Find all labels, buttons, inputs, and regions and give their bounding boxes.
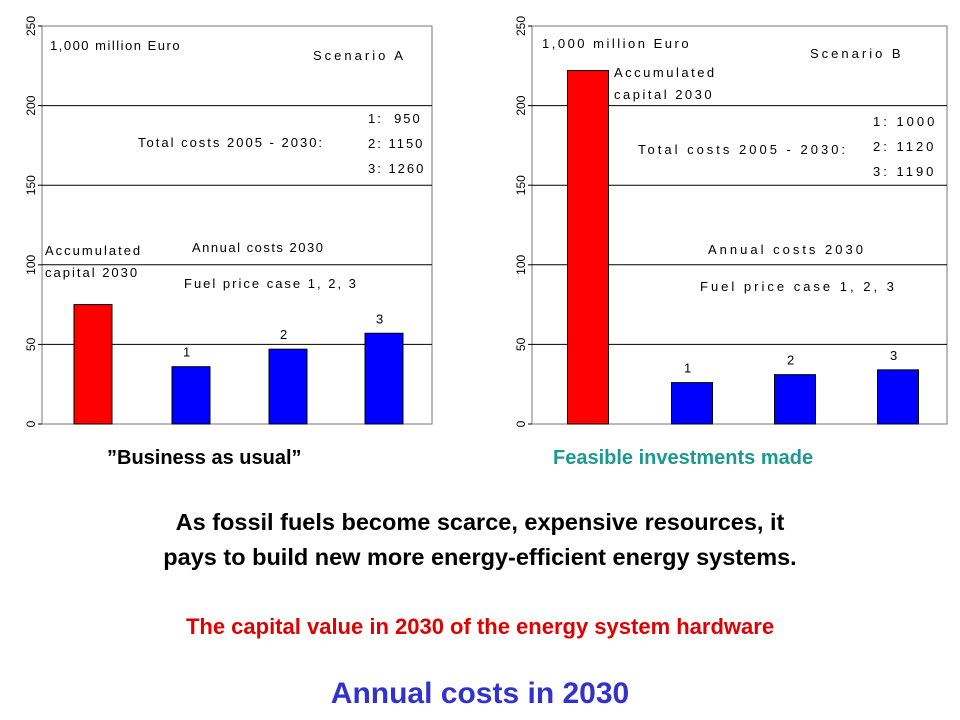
bar-case-3 (877, 369, 919, 425)
y-tick-label: 200 (24, 95, 38, 115)
bars (73, 304, 404, 425)
y-tick-labels: 0 50 100 150 200 250 (514, 16, 528, 428)
bar-label-1: 1 (684, 361, 691, 376)
caption-feasible-investments: Feasible investments made (553, 447, 814, 469)
units-label: 1,000 million Euro (50, 38, 181, 53)
y-tick-labels: 0 50 100 150 200 250 (24, 16, 38, 428)
total-cost-value-1: 1: 950 (368, 111, 422, 126)
headline-line-1: As fossil fuels become scarce, expensive… (175, 509, 785, 535)
total-cost-value-3: 3: 1260 (368, 161, 425, 176)
capital-label-line1: Accumulated (45, 243, 142, 258)
scenario-label: Scenario A (313, 48, 406, 63)
y-tick-label: 250 (514, 16, 528, 36)
bar-label-2: 2 (280, 327, 287, 342)
bar-case-3 (364, 332, 404, 425)
bar-labels: 1 2 3 (183, 311, 383, 359)
y-tick-label: 50 (24, 337, 38, 351)
bar-case-2 (268, 348, 308, 425)
total-costs-label: Total costs 2005 - 2030: (138, 135, 324, 150)
capital-value-caption: The capital value in 2030 of the energy … (185, 614, 775, 639)
capital-label-line2: capital 2030 (45, 265, 139, 280)
bar-case-2 (774, 374, 816, 425)
total-cost-value-3: 3: 1190 (873, 164, 936, 179)
y-tick-label: 150 (24, 175, 38, 195)
total-costs-label: Total costs 2005 - 2030: (638, 142, 848, 157)
y-tick-label: 100 (514, 254, 528, 274)
bar-label-3: 3 (376, 311, 383, 326)
total-cost-value-1: 1: 1000 (873, 114, 937, 129)
annual-costs-label: Annual costs 2030 (708, 242, 866, 257)
annual-costs-caption: Annual costs in 2030 (330, 677, 630, 710)
y-tick-label: 0 (514, 420, 528, 427)
bar-case-1 (171, 366, 211, 425)
y-tick-label: 250 (24, 16, 38, 36)
units-label: 1,000 million Euro (542, 36, 691, 51)
y-tick-label: 50 (514, 337, 528, 351)
bar-capital (73, 304, 113, 425)
y-tick-label: 150 (514, 175, 528, 195)
bar-labels: 1 2 3 (684, 348, 897, 376)
bars (567, 70, 919, 425)
bar-label-2: 2 (787, 353, 794, 368)
y-tick-label: 0 (24, 420, 38, 427)
chart-scenario-a: 0 50 100 150 200 250 1 2 3 1,000 million Euro S… (24, 16, 433, 428)
bar-capital (567, 70, 609, 425)
bar-label-3: 3 (890, 348, 897, 363)
capital-label-line1: Accumulated (614, 65, 717, 80)
fuel-price-label: Fuel price case 1, 2, 3 (700, 279, 897, 294)
bar-case-1 (671, 382, 713, 425)
headline: As fossil fuels become scarce, expensive… (0, 505, 960, 575)
caption-business-as-usual: ”Business as usual” (107, 447, 302, 469)
total-cost-value-2: 2: 1120 (873, 139, 936, 154)
fuel-price-label: Fuel price case 1, 2, 3 (184, 276, 358, 291)
chart-scenario-b: 0 50 100 150 200 250 1 2 3 1,000 million Euro S… (514, 16, 948, 428)
y-tick-label: 100 (24, 254, 38, 274)
capital-label-line2: capital 2030 (614, 87, 714, 102)
total-cost-value-2: 2: 1150 (368, 136, 424, 151)
headline-line-2: pays to build new more energy-efficient … (163, 544, 797, 570)
bar-label-1: 1 (183, 345, 190, 360)
annual-costs-label: Annual costs 2030 (192, 240, 324, 255)
scenario-label: Scenario B (810, 46, 904, 61)
y-tick-label: 200 (514, 95, 528, 115)
